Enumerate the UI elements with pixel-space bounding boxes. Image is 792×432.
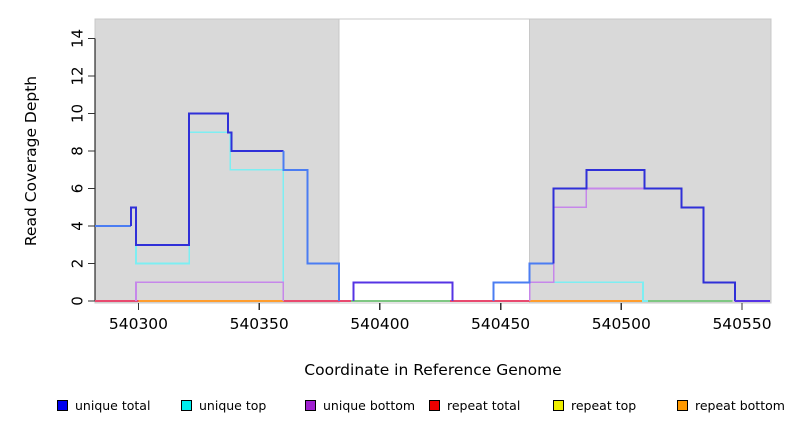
legend-swatch-unique-total bbox=[57, 399, 68, 411]
legend-label: unique bottom bbox=[323, 397, 416, 413]
x-tick-label: 540300 bbox=[109, 315, 168, 333]
legend-swatch-repeat-top bbox=[553, 399, 564, 411]
x-tick-label: 540550 bbox=[712, 315, 771, 333]
shaded-region bbox=[94, 18, 340, 304]
series-unique-top bbox=[135, 131, 285, 301]
series-unique-total bbox=[130, 112, 284, 246]
legend-item-unique-top: unique top bbox=[181, 397, 305, 413]
legend: unique total unique top unique bottom re… bbox=[57, 397, 792, 413]
legend-swatch-unique-top bbox=[181, 399, 192, 411]
x-axis-title: Coordinate in Reference Genome bbox=[304, 361, 562, 379]
y-tick-label: 8 bbox=[69, 146, 87, 156]
legend-label: repeat total bbox=[447, 397, 521, 413]
legend-item-repeat-total: repeat total bbox=[429, 397, 553, 413]
y-tick-label: 10 bbox=[69, 104, 87, 123]
series-unique-bottom bbox=[135, 281, 285, 301]
legend-item-repeat-bottom: repeat bottom bbox=[677, 397, 792, 413]
legend-label: unique total bbox=[75, 397, 151, 413]
x-tick-label: 540500 bbox=[592, 315, 651, 333]
series-unique-bottom bbox=[352, 281, 454, 301]
y-tick-label: 4 bbox=[69, 221, 87, 231]
x-tick-label: 540350 bbox=[230, 315, 289, 333]
legend-item-repeat-top: repeat top bbox=[553, 397, 677, 413]
legend-swatch-unique-bottom bbox=[305, 399, 316, 411]
series-unique-total bbox=[352, 281, 454, 301]
legend-item-unique-bottom: unique bottom bbox=[305, 397, 429, 413]
y-tick-label: 0 bbox=[69, 296, 87, 306]
series-unique-total bbox=[492, 262, 554, 301]
series-unique-total bbox=[282, 151, 340, 301]
y-axis-title: Read Coverage Depth bbox=[22, 75, 40, 247]
legend-label: unique top bbox=[199, 397, 267, 413]
legend-swatch-repeat-total bbox=[429, 399, 440, 411]
x-tick-label: 540450 bbox=[471, 315, 530, 333]
x-tick-label: 540400 bbox=[350, 315, 409, 333]
series-unique-total bbox=[552, 168, 736, 301]
coverage-chart: 0 2 4 6 8 10 12 14 540300 540350 540400 540450 54050… bbox=[69, 18, 772, 333]
y-tick-label: 2 bbox=[69, 259, 87, 269]
legend-label: repeat bottom bbox=[695, 397, 785, 413]
shaded-region bbox=[529, 18, 772, 304]
y-tick-label: 14 bbox=[69, 29, 87, 48]
legend-item-unique-total: unique total bbox=[57, 397, 181, 413]
legend-label: repeat top bbox=[571, 397, 637, 413]
legend-swatch-repeat-bottom bbox=[677, 399, 688, 411]
y-tick-label: 6 bbox=[69, 184, 87, 194]
y-tick-label: 12 bbox=[69, 66, 87, 85]
